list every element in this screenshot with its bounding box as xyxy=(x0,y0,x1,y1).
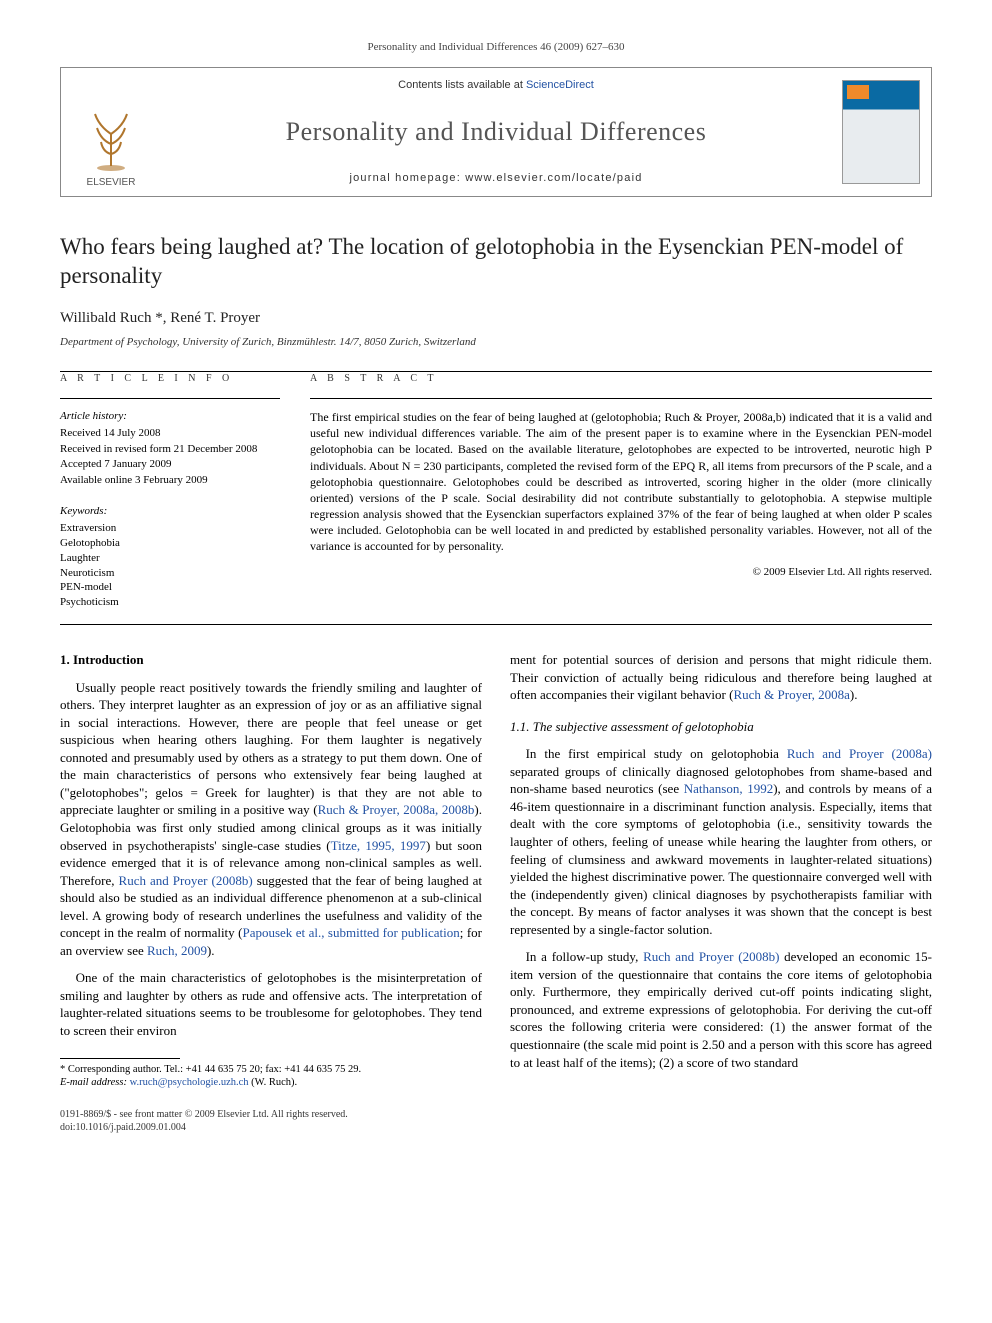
elsevier-tree-icon xyxy=(81,104,141,174)
citation-link[interactable]: Ruch and Proyer (2008b) xyxy=(119,873,253,888)
journal-name: Personality and Individual Differences xyxy=(286,114,707,149)
running-head: Personality and Individual Differences 4… xyxy=(60,40,932,55)
abstract-column: A B S T R A C T The first empirical stud… xyxy=(310,372,932,610)
article-history-head: Article history: xyxy=(60,409,280,424)
divider xyxy=(60,398,280,399)
footnote-email-label: E-mail address: xyxy=(60,1077,127,1088)
text-run: developed an economic 15-item version of… xyxy=(510,949,932,1069)
footnote-rule xyxy=(60,1058,180,1059)
journal-banner: ELSEVIER Contents lists available at Sci… xyxy=(60,67,932,197)
footnote-corr: * Corresponding author. Tel.: +41 44 635… xyxy=(60,1063,482,1077)
issn-copyright-line: 0191-8869/$ - see front matter © 2009 El… xyxy=(60,1108,932,1121)
contents-available-line: Contents lists available at ScienceDirec… xyxy=(398,78,594,93)
history-accepted: Accepted 7 January 2009 xyxy=(60,457,280,472)
keyword: Psychoticism xyxy=(60,595,280,610)
history-online: Available online 3 February 2009 xyxy=(60,473,280,488)
keyword: Neuroticism xyxy=(60,566,280,581)
keyword: PEN-model xyxy=(60,580,280,595)
cover-thumb-block xyxy=(831,68,931,196)
keywords-head: Keywords: xyxy=(60,504,280,519)
keyword: Extraversion xyxy=(60,521,280,536)
article-info-column: A R T I C L E I N F O Article history: R… xyxy=(60,372,280,610)
citation-link[interactable]: Ruch & Proyer, 2008a, 2008b xyxy=(318,802,475,817)
citation-link[interactable]: Nathanson, 1992 xyxy=(684,781,773,796)
sciencedirect-link[interactable]: ScienceDirect xyxy=(526,79,594,91)
citation-link[interactable]: Ruch, 2009 xyxy=(147,943,207,958)
keyword: Gelotophobia xyxy=(60,536,280,551)
text-run: ), and controls by means of a 46-item qu… xyxy=(510,781,932,936)
abstract-text: The first empirical studies on the fear … xyxy=(310,409,932,555)
body-paragraph: Usually people react positively towards … xyxy=(60,679,482,960)
text-run: Usually people react positively towards … xyxy=(60,680,482,818)
front-matter-footer: 0191-8869/$ - see front matter © 2009 El… xyxy=(60,1108,932,1134)
citation-link[interactable]: Titze, 1995, 1997 xyxy=(331,838,426,853)
authors: Willibald Ruch *, René T. Proyer xyxy=(60,308,932,328)
body-two-column: 1. Introduction Usually people react pos… xyxy=(60,651,932,1090)
keyword: Laughter xyxy=(60,551,280,566)
citation-link[interactable]: Ruch and Proyer (2008a) xyxy=(787,746,932,761)
article-title: Who fears being laughed at? The location… xyxy=(60,233,932,291)
publisher-label: ELSEVIER xyxy=(87,176,136,190)
journal-cover-thumbnail xyxy=(842,80,920,184)
text-run: In the first empirical study on gelotoph… xyxy=(526,746,787,761)
journal-homepage-line: journal homepage: www.elsevier.com/locat… xyxy=(349,171,642,186)
divider xyxy=(60,624,932,625)
history-received: Received 14 July 2008 xyxy=(60,426,280,441)
doi-line: doi:10.1016/j.paid.2009.01.004 xyxy=(60,1121,932,1134)
body-paragraph-continued: ment for potential sources of derision a… xyxy=(510,651,932,704)
text-run: In a follow-up study, xyxy=(526,949,644,964)
citation-link[interactable]: Ruch and Proyer (2008b) xyxy=(643,949,779,964)
body-paragraph: One of the main characteristics of gelot… xyxy=(60,969,482,1039)
article-info-label: A R T I C L E I N F O xyxy=(60,372,280,390)
footnote-email-suffix: (W. Ruch). xyxy=(251,1077,297,1088)
body-paragraph: In a follow-up study, Ruch and Proyer (2… xyxy=(510,948,932,1071)
history-revised: Received in revised form 21 December 200… xyxy=(60,442,280,457)
homepage-url: www.elsevier.com/locate/paid xyxy=(465,172,642,184)
section-heading-1: 1. Introduction xyxy=(60,651,482,669)
footnote-email-link[interactable]: w.ruch@psychologie.uzh.ch xyxy=(130,1077,249,1088)
text-run: ). xyxy=(207,943,215,958)
citation-link[interactable]: Ruch & Proyer, 2008a xyxy=(733,687,849,702)
publisher-logo-block: ELSEVIER xyxy=(61,68,161,196)
homepage-prefix: journal homepage: xyxy=(349,172,465,184)
text-run: One of the main characteristics of gelot… xyxy=(60,970,482,1038)
text-run: ment for potential sources of derision a… xyxy=(510,652,932,702)
abstract-copyright: © 2009 Elsevier Ltd. All rights reserved… xyxy=(310,565,932,580)
divider xyxy=(310,398,932,399)
affiliation: Department of Psychology, University of … xyxy=(60,335,932,350)
abstract-label: A B S T R A C T xyxy=(310,372,932,390)
citation-link[interactable]: Papousek et al., submitted for publicati… xyxy=(242,925,459,940)
banner-center: Contents lists available at ScienceDirec… xyxy=(161,68,831,196)
section-heading-1-1: 1.1. The subjective assessment of geloto… xyxy=(510,718,932,736)
text-run: ). xyxy=(850,687,858,702)
body-paragraph: In the first empirical study on gelotoph… xyxy=(510,745,932,938)
contents-prefix: Contents lists available at xyxy=(398,79,526,91)
corresponding-author-footnote: * Corresponding author. Tel.: +41 44 635… xyxy=(60,1063,482,1090)
